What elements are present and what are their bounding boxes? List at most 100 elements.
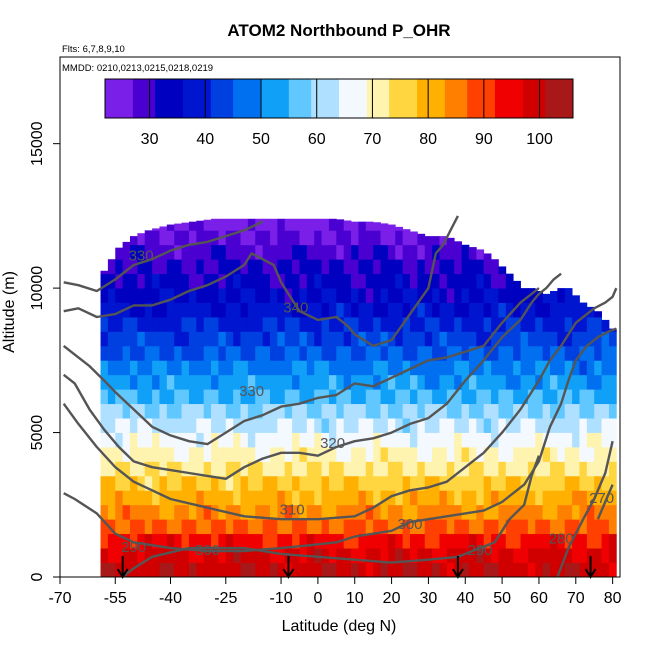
- heatmap-cell: [402, 288, 411, 303]
- heatmap-cell: [328, 273, 337, 289]
- heatmap-cell: [166, 418, 175, 433]
- heatmap-cell: [424, 374, 433, 390]
- heatmap-cell: [550, 504, 558, 520]
- heatmap-cell: [373, 273, 381, 289]
- heatmap-cell: [424, 418, 433, 433]
- heatmap-cell: [211, 244, 219, 260]
- heatmap-cell: [491, 418, 499, 433]
- heatmap-cell: [373, 244, 381, 260]
- heatmap-cell: [365, 533, 374, 549]
- heatmap-cell: [233, 432, 241, 448]
- colorbar-tick-label: 90: [475, 131, 493, 148]
- heatmap-cell: [225, 475, 234, 491]
- colorbar-cell: [327, 79, 334, 118]
- heatmap-cell: [395, 461, 404, 477]
- heatmap-cell: [572, 418, 580, 433]
- heatmap-cell: [513, 519, 521, 535]
- heatmap-cell: [122, 259, 131, 275]
- heatmap-cell: [262, 533, 271, 549]
- heatmap-cell: [159, 230, 168, 246]
- heatmap-cell: [432, 447, 440, 462]
- heatmap-cell: [115, 504, 124, 520]
- heatmap-cell: [373, 230, 381, 246]
- heatmap-cell: [284, 389, 293, 405]
- heatmap-cell: [247, 218, 256, 231]
- heatmap-cell: [387, 403, 396, 419]
- heatmap-cell: [608, 562, 617, 577]
- heatmap-cell: [159, 403, 168, 419]
- heatmap-cell: [137, 562, 146, 577]
- heatmap-cell: [144, 432, 153, 448]
- heatmap-cell: [402, 389, 411, 405]
- heatmap-cell: [446, 533, 455, 549]
- heatmap-cell: [446, 562, 455, 577]
- heatmap-cell: [572, 490, 580, 506]
- heatmap-cell: [166, 562, 175, 577]
- colorbar-cell: [144, 79, 150, 118]
- heatmap-cell: [284, 475, 293, 491]
- heatmap-cell: [159, 244, 168, 260]
- heatmap-cell: [277, 475, 286, 491]
- heatmap-cell: [520, 519, 529, 535]
- heatmap-cell: [314, 244, 322, 260]
- colorbar-cell: [194, 79, 201, 118]
- heatmap-cell: [351, 389, 359, 405]
- theta-contour-340: [63, 215, 459, 348]
- heatmap-cell: [174, 403, 182, 419]
- heatmap-cell: [424, 447, 433, 462]
- heatmap-cell: [424, 504, 433, 520]
- heatmap-cell: [373, 317, 381, 332]
- heatmap-cell: [439, 302, 448, 318]
- colorbar-cell: [288, 79, 295, 118]
- heatmap-cell: [240, 288, 249, 303]
- heatmap-cell: [188, 331, 197, 347]
- heatmap-cell: [579, 432, 588, 448]
- heatmap-cell: [218, 389, 227, 405]
- heatmap-cell: [152, 288, 160, 303]
- heatmap-cell: [520, 418, 529, 433]
- heatmap-cell: [188, 230, 197, 246]
- colorbar-cell: [350, 79, 357, 118]
- heatmap-cell: [115, 374, 124, 390]
- heatmap-cell: [387, 490, 396, 506]
- heatmap-cell: [550, 374, 558, 390]
- heatmap-cell: [328, 259, 337, 275]
- heatmap-cell: [476, 533, 485, 549]
- heatmap-cell: [527, 432, 536, 448]
- colorbar-cell: [517, 79, 524, 118]
- heatmap-cell: [365, 389, 374, 405]
- heatmap-cell: [417, 360, 426, 376]
- heatmap-cell: [144, 230, 153, 246]
- heatmap-cell: [262, 490, 271, 506]
- heatmap-cell: [373, 432, 381, 448]
- heatmap-cell: [188, 490, 197, 506]
- heatmap-cell: [115, 403, 124, 419]
- heatmap-cell: [373, 548, 381, 563]
- chart-title: ATOM2 Northbound P_OHR: [227, 21, 450, 40]
- heatmap-cell: [233, 230, 241, 246]
- heatmap-cell: [373, 475, 381, 491]
- heatmap-cell: [483, 461, 492, 477]
- heatmap-cell: [402, 461, 411, 477]
- heatmap-cell: [417, 273, 426, 289]
- heatmap-cell: [321, 302, 330, 318]
- heatmap-cell: [203, 259, 212, 275]
- heatmap-cell: [188, 504, 197, 520]
- heatmap-cell: [107, 562, 116, 577]
- heatmap-cell: [270, 244, 278, 260]
- heatmap-cell: [211, 519, 219, 535]
- colorbar-cell: [372, 79, 379, 118]
- heatmap-cell: [211, 288, 219, 303]
- heatmap-cell: [527, 461, 536, 477]
- heatmap-cell: [240, 490, 249, 506]
- heatmap-cell: [174, 389, 182, 405]
- heatmap-cell: [255, 244, 264, 260]
- heatmap-cell: [608, 548, 617, 563]
- heatmap-cell: [299, 374, 308, 390]
- heatmap-cell: [314, 418, 322, 433]
- heatmap-cell: [159, 360, 168, 376]
- heatmap-cell: [483, 432, 492, 448]
- heatmap-cell: [417, 288, 426, 303]
- heatmap-cell: [513, 461, 521, 477]
- heatmap-cell: [336, 230, 345, 246]
